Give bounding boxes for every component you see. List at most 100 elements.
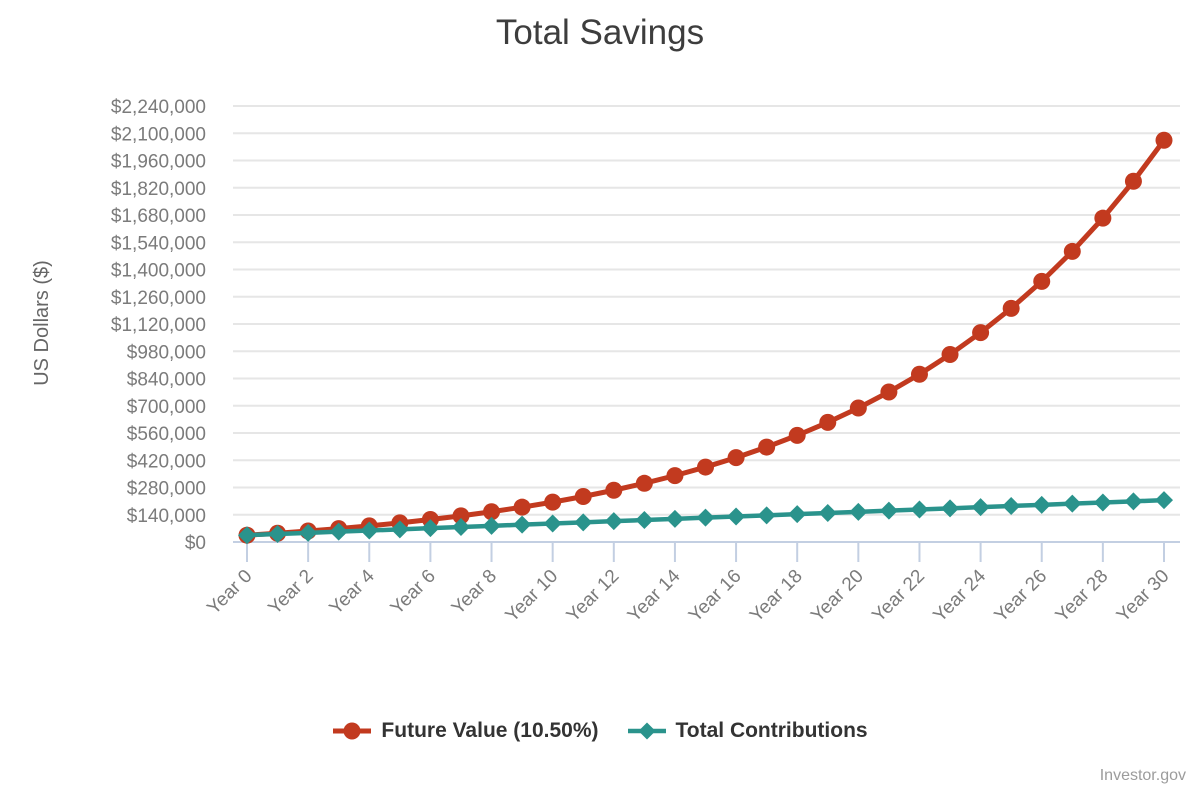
future-value-point bbox=[574, 487, 592, 505]
future-value-point bbox=[666, 467, 684, 485]
total-contributions-point bbox=[451, 518, 470, 537]
future-value-series bbox=[238, 131, 1173, 544]
future-value-point bbox=[941, 346, 959, 364]
svg-text:$2,240,000: $2,240,000 bbox=[111, 97, 206, 118]
y-gridlines bbox=[233, 105, 1180, 516]
total-contributions-point bbox=[635, 511, 654, 530]
svg-text:Year 20: Year 20 bbox=[807, 566, 868, 627]
total-contributions-point bbox=[727, 507, 746, 526]
total-contributions-point bbox=[1124, 492, 1143, 511]
total-contributions-point bbox=[390, 520, 409, 539]
svg-text:Year 30: Year 30 bbox=[1113, 566, 1174, 627]
future-value-point bbox=[1033, 272, 1051, 290]
svg-text:Year 22: Year 22 bbox=[868, 566, 929, 627]
future-value-point bbox=[727, 449, 745, 467]
future-value-point bbox=[758, 438, 776, 456]
svg-text:$420,000: $420,000 bbox=[127, 451, 206, 472]
y-axis-labels: $0 $140,000 $280,000 $420,000 $560,000 $700,0… bbox=[111, 97, 206, 554]
future-value-point bbox=[635, 474, 653, 492]
total-contributions-point bbox=[1093, 493, 1112, 512]
x-axis-ticks bbox=[246, 542, 1165, 562]
svg-text:Year 16: Year 16 bbox=[685, 566, 746, 627]
future-value-point bbox=[972, 324, 990, 342]
total-contributions-point bbox=[1002, 496, 1021, 515]
legend-item-future-value[interactable]: Future Value (10.50%) bbox=[332, 719, 599, 743]
total-contributions-point bbox=[482, 516, 501, 535]
future-value-point bbox=[1124, 172, 1142, 190]
svg-text:Year 18: Year 18 bbox=[746, 566, 807, 627]
svg-text:$560,000: $560,000 bbox=[127, 424, 206, 445]
svg-text:$1,400,000: $1,400,000 bbox=[111, 261, 206, 282]
svg-text:$280,000: $280,000 bbox=[127, 479, 206, 500]
svg-text:Year 24: Year 24 bbox=[929, 565, 990, 626]
svg-text:$140,000: $140,000 bbox=[127, 506, 206, 527]
future-value-marker-icon bbox=[333, 722, 372, 740]
future-value-point bbox=[849, 399, 867, 417]
total-contributions-point bbox=[941, 499, 960, 518]
legend-item-total-contributions[interactable]: Total Contributions bbox=[627, 719, 868, 743]
total-contributions-point bbox=[360, 521, 379, 540]
total-contributions-point bbox=[1155, 491, 1173, 510]
chart-title: Total Savings bbox=[495, 13, 705, 52]
future-value-point bbox=[605, 481, 623, 499]
future-value-point bbox=[1094, 209, 1112, 227]
total-contributions-point bbox=[268, 525, 287, 544]
svg-text:$700,000: $700,000 bbox=[127, 397, 206, 418]
legend-label-future-value: Future Value (10.50%) bbox=[381, 719, 599, 742]
svg-text:Year 10: Year 10 bbox=[502, 566, 563, 627]
total-contributions-point bbox=[971, 498, 990, 517]
total-contributions-point bbox=[421, 519, 440, 538]
total-contributions-point bbox=[1032, 495, 1051, 514]
future-value-point bbox=[452, 507, 470, 525]
total-contributions-point bbox=[818, 503, 837, 522]
svg-text:Year 26: Year 26 bbox=[991, 566, 1052, 627]
total-contributions-point bbox=[910, 500, 929, 519]
total-contributions-point bbox=[238, 526, 256, 545]
svg-text:$1,960,000: $1,960,000 bbox=[111, 152, 206, 173]
total-contributions-point bbox=[604, 512, 623, 531]
legend-label-total-contributions: Total Contributions bbox=[675, 719, 868, 742]
total-contributions-point bbox=[1063, 494, 1082, 513]
svg-text:Year 6: Year 6 bbox=[387, 566, 440, 619]
svg-text:$1,820,000: $1,820,000 bbox=[111, 179, 206, 200]
svg-text:$840,000: $840,000 bbox=[127, 370, 206, 391]
future-value-point bbox=[1002, 299, 1020, 317]
total-contributions-point bbox=[665, 509, 684, 528]
svg-text:$1,680,000: $1,680,000 bbox=[111, 206, 206, 227]
total-contributions-point bbox=[879, 501, 898, 520]
x-axis-labels: Year 0 Year 2 Year 4 Year 6 Year 8 Year 10 Yea… bbox=[203, 565, 1173, 626]
total-contributions-point bbox=[299, 523, 318, 542]
future-value-point bbox=[483, 503, 501, 521]
future-value-point bbox=[788, 426, 806, 444]
svg-text:Year 4: Year 4 bbox=[326, 565, 380, 619]
total-contributions-point bbox=[849, 502, 868, 521]
future-value-point bbox=[697, 458, 714, 476]
svg-text:Year 8: Year 8 bbox=[448, 566, 501, 619]
chart-legend: Future Value (10.50%) Total Contribution… bbox=[0, 719, 1200, 743]
svg-text:$2,100,000: $2,100,000 bbox=[111, 124, 206, 145]
total-contributions-point bbox=[329, 522, 348, 541]
svg-text:Year 28: Year 28 bbox=[1052, 566, 1113, 627]
svg-text:$1,540,000: $1,540,000 bbox=[111, 233, 206, 254]
future-value-point bbox=[819, 413, 837, 431]
total-contributions-point bbox=[574, 513, 593, 532]
attribution: Investor.gov bbox=[1099, 767, 1186, 784]
svg-text:$1,120,000: $1,120,000 bbox=[111, 315, 206, 336]
total-contributions-point bbox=[788, 505, 807, 524]
y-axis-title: US Dollars ($) bbox=[31, 260, 53, 386]
svg-text:$980,000: $980,000 bbox=[127, 342, 206, 363]
total-contributions-point bbox=[696, 508, 715, 527]
svg-text:Year 12: Year 12 bbox=[563, 566, 624, 627]
svg-text:$0: $0 bbox=[185, 533, 206, 554]
svg-text:Year 14: Year 14 bbox=[624, 565, 685, 626]
total-contributions-point bbox=[757, 506, 776, 525]
svg-text:Year 0: Year 0 bbox=[203, 566, 256, 619]
total-contributions-marker-icon bbox=[627, 722, 666, 740]
total-contributions-point bbox=[513, 515, 532, 534]
total-contributions-point bbox=[543, 514, 562, 533]
svg-text:Year 2: Year 2 bbox=[264, 566, 317, 619]
svg-text:$1,260,000: $1,260,000 bbox=[111, 288, 206, 309]
future-value-point bbox=[910, 365, 928, 383]
